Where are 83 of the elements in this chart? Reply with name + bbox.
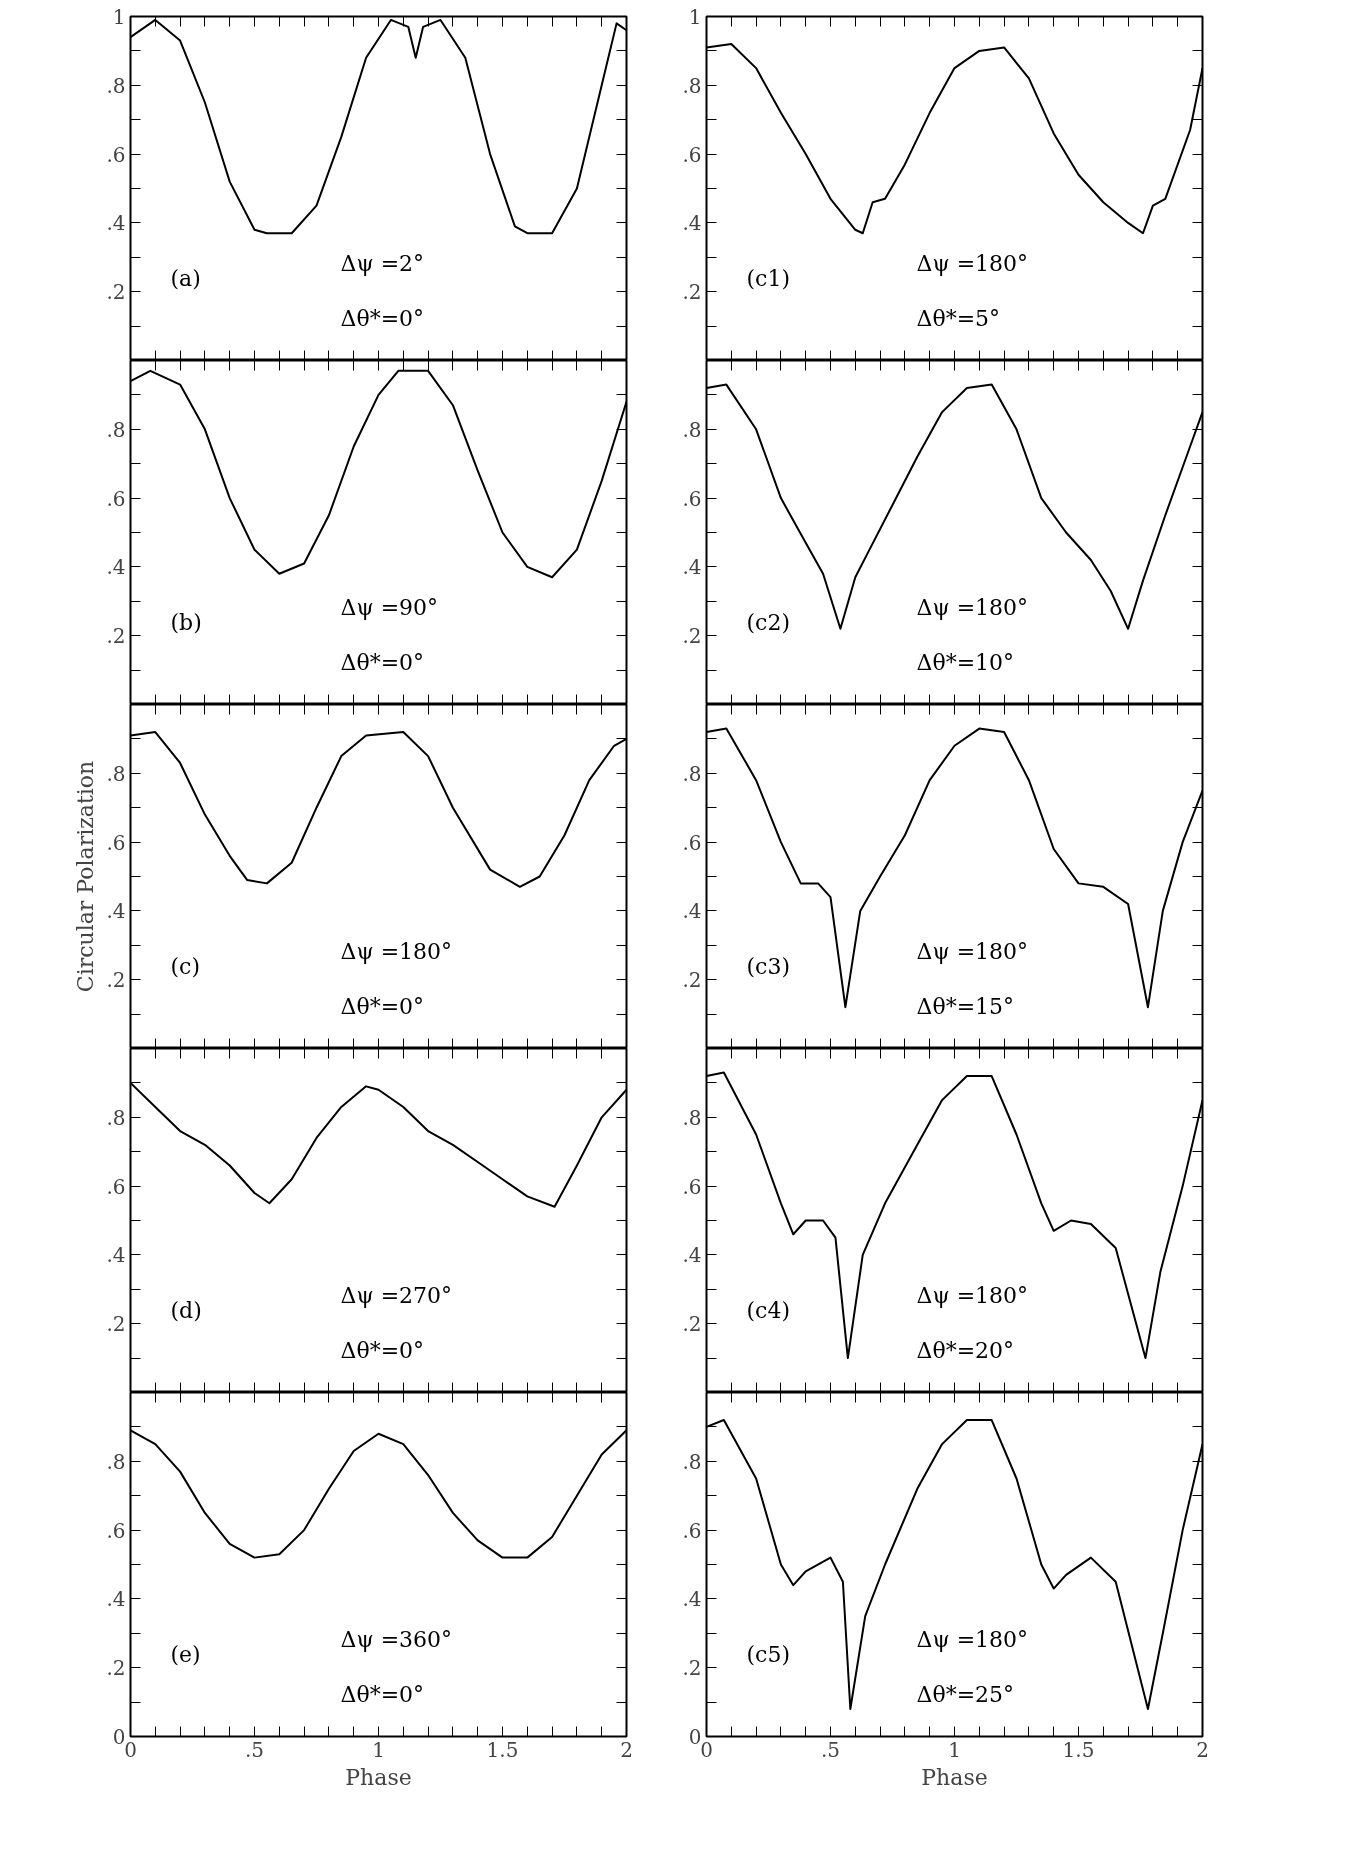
annotation: (c5) — [746, 1641, 790, 1667]
y-tick-label: .4 — [106, 555, 126, 580]
y-tick-label: .6 — [682, 486, 702, 511]
annotation: Δψ =180° — [916, 938, 1029, 964]
annotation: Δψ =90° — [340, 594, 439, 620]
annotation: Δθ*=5° — [916, 305, 1001, 331]
y-tick-label: .4 — [682, 555, 702, 580]
annotation: (c3) — [746, 953, 790, 979]
y-tick-label: .6 — [106, 1174, 126, 1199]
y-tick-label: .2 — [682, 1656, 702, 1681]
y-tick-label: .2 — [106, 968, 126, 993]
y-tick-label: .2 — [682, 1312, 702, 1337]
y-tick-label: .2 — [682, 280, 702, 305]
annotation: Δθ*=15° — [916, 993, 1015, 1019]
y-tick-label: .2 — [106, 1656, 126, 1681]
annotation: Δψ =2° — [340, 250, 425, 276]
x-tick-label: .5 — [244, 1737, 265, 1762]
y-tick-label: .6 — [106, 830, 126, 855]
y-tick-label: .4 — [682, 1243, 702, 1268]
y-tick-label: .2 — [106, 624, 126, 649]
annotation: (d) — [170, 1297, 202, 1323]
y-tick-label: .8 — [106, 761, 126, 786]
x-tick-label: 1.5 — [1062, 1737, 1095, 1762]
x-tick-label: 1 — [948, 1737, 961, 1762]
y-tick-label: .8 — [106, 1449, 126, 1474]
y-tick-label: .2 — [682, 624, 702, 649]
y-tick-label: .4 — [682, 1587, 702, 1612]
y-tick-label: .6 — [682, 1174, 702, 1199]
y-tick-label: .4 — [106, 1587, 126, 1612]
y-tick-label: .6 — [106, 1518, 126, 1543]
annotation: Δθ*=0° — [340, 993, 425, 1019]
annotation: (c1) — [746, 265, 790, 291]
annotation: Δψ =270° — [340, 1282, 453, 1308]
y-tick-label: .2 — [106, 280, 126, 305]
y-tick-label: .4 — [106, 1243, 126, 1268]
x-tick-label: 1.5 — [486, 1737, 519, 1762]
annotation: (c) — [170, 953, 200, 979]
annotation: Δθ*=10° — [916, 649, 1015, 675]
y-tick-label: .8 — [106, 73, 126, 98]
y-tick-label: .4 — [106, 211, 126, 236]
annotation: Δθ*=25° — [916, 1681, 1015, 1707]
y-tick-label: .6 — [682, 830, 702, 855]
y-tick-label: .8 — [682, 1449, 702, 1474]
y-tick-label: .8 — [106, 417, 126, 442]
y-tick-label: 1 — [112, 5, 126, 29]
y-tick-label: .8 — [682, 1105, 702, 1130]
y-axis-title: Circular Polarization — [73, 760, 99, 993]
y-tick-label: .2 — [682, 968, 702, 993]
annotation: Δθ*=0° — [340, 1337, 425, 1363]
annotation: (b) — [170, 609, 202, 635]
y-tick-label: .4 — [682, 211, 702, 236]
annotation: Δθ*=20° — [916, 1337, 1015, 1363]
annotation: Δθ*=0° — [340, 1681, 425, 1707]
annotation: (c4) — [746, 1297, 790, 1323]
annotation: Δψ =180° — [340, 938, 453, 964]
y-tick-label: .8 — [682, 73, 702, 98]
x-axis-title: Phase — [921, 1764, 988, 1790]
annotation: Δψ =180° — [916, 1282, 1029, 1308]
annotation: (a) — [170, 265, 201, 291]
y-tick-label: .4 — [106, 899, 126, 924]
annotation: Δψ =360° — [340, 1626, 453, 1652]
y-tick-label: .2 — [106, 1312, 126, 1337]
y-tick-label: .8 — [106, 1105, 126, 1130]
y-tick-label: .8 — [682, 417, 702, 442]
annotation: Δψ =180° — [916, 1626, 1029, 1652]
x-tick-label: .5 — [820, 1737, 841, 1762]
annotation: Δθ*=0° — [340, 305, 425, 331]
annotation: (e) — [170, 1641, 201, 1667]
y-tick-label: .6 — [106, 142, 126, 167]
y-tick-label: .4 — [682, 899, 702, 924]
y-tick-label: .6 — [682, 142, 702, 167]
annotation: Δψ =180° — [916, 594, 1029, 620]
x-tick-label: 2 — [1196, 1737, 1209, 1762]
y-tick-label: .6 — [106, 486, 126, 511]
annotation: Δθ*=0° — [340, 649, 425, 675]
annotation: (c2) — [746, 609, 790, 635]
y-tick-label: .8 — [682, 761, 702, 786]
y-tick-label: 1 — [688, 5, 702, 29]
y-tick-label: .6 — [682, 1518, 702, 1543]
x-tick-label: 1 — [372, 1737, 385, 1762]
x-tick-label: 2 — [620, 1737, 633, 1762]
x-axis-title: Phase — [345, 1764, 412, 1790]
annotation: Δψ =180° — [916, 250, 1029, 276]
